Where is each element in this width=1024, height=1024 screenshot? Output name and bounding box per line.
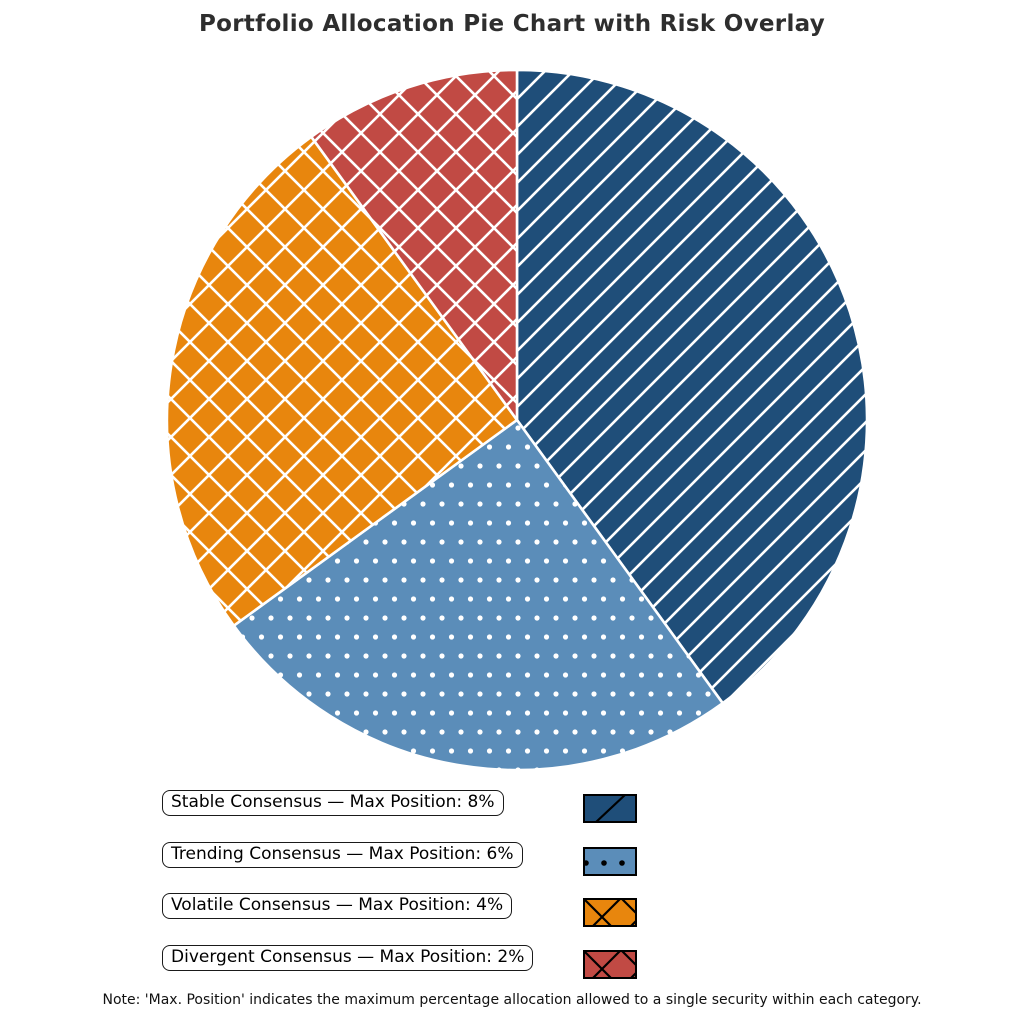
legend-label-stable-consensus: Stable Consensus — Max Position: 8% xyxy=(162,790,504,816)
pie-slice-hatch-volatile-consensus xyxy=(165,135,519,627)
swatch-diagonal-line-mark xyxy=(594,794,627,823)
swatch-dot-mark xyxy=(601,860,607,866)
legend-swatch-trending-consensus xyxy=(583,847,637,876)
pie-slice-hatch-stable-consensus xyxy=(515,68,869,705)
legend-label-volatile-consensus: Volatile Consensus — Max Position: 4% xyxy=(162,893,513,919)
pie-slice-hatch-trending-consensus xyxy=(232,418,724,772)
swatch-crosshatch-mark xyxy=(583,898,637,927)
swatch-border xyxy=(583,794,637,823)
chart-title: Portfolio Allocation Pie Chart with Risk… xyxy=(198,11,826,37)
swatch-dot-mark xyxy=(619,860,625,866)
swatch-fill xyxy=(583,847,637,876)
pie-chart xyxy=(165,68,869,772)
pie-wedges xyxy=(165,68,869,772)
legend-swatch-volatile-consensus xyxy=(583,898,637,927)
legend-swatch-stable-consensus xyxy=(583,794,637,823)
swatch-border xyxy=(583,847,637,876)
swatch-crosshatch-mark xyxy=(583,950,637,979)
legend-label-divergent-consensus: Divergent Consensus — Max Position: 2% xyxy=(162,945,534,971)
pie-slice-hatch-divergent-consensus xyxy=(310,68,519,422)
legend-swatch-divergent-consensus xyxy=(583,950,637,979)
swatch-border xyxy=(583,950,637,979)
legend-label-trending-consensus: Trending Consensus — Max Position: 6% xyxy=(162,842,523,868)
chart-note: Note: 'Max. Position' indicates the maxi… xyxy=(102,992,922,1008)
swatch-border xyxy=(583,898,637,927)
